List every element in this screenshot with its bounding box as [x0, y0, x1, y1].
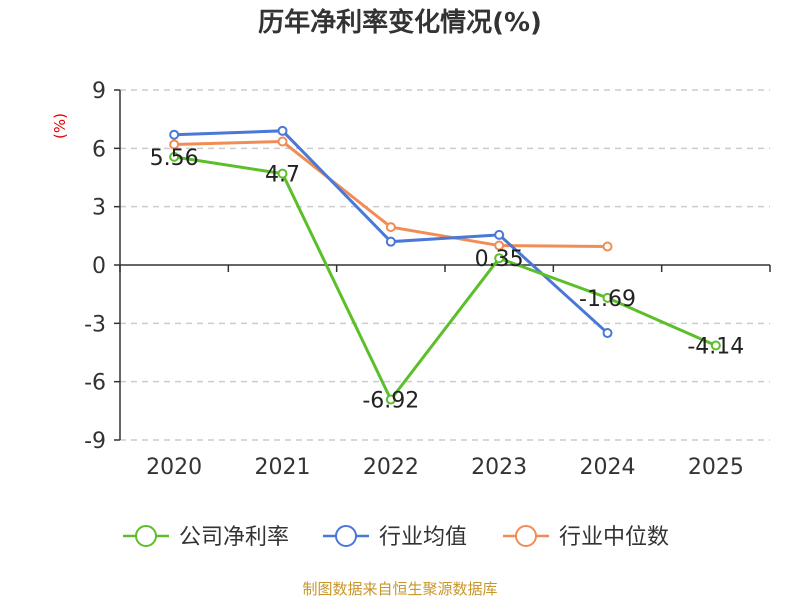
legend-item[interactable]: 行业均值: [323, 525, 467, 550]
data-point[interactable]: [602, 241, 613, 252]
legend[interactable]: 公司净利率 行业均值 行业中位数: [123, 525, 669, 550]
x-tick-label: 2025: [688, 455, 744, 480]
data-point[interactable]: [494, 253, 505, 264]
y-tick-label: -9: [84, 429, 106, 454]
data-point[interactable]: [277, 168, 288, 179]
data-point[interactable]: [385, 222, 396, 233]
data-point[interactable]: [494, 229, 505, 240]
data-point[interactable]: [494, 240, 505, 251]
source-note: 制图数据来自恒生聚源数据库: [302, 580, 498, 598]
legend-marker: [135, 525, 157, 547]
data-label: 5.56: [150, 146, 199, 171]
data-point[interactable]: [385, 236, 396, 247]
y-tick-label: 0: [92, 254, 106, 279]
legend-marker: [335, 525, 357, 547]
data-label: -6.92: [362, 389, 419, 414]
y-tick-label: -6: [84, 371, 106, 396]
legend-marker: [515, 525, 537, 547]
data-label: 4.7: [265, 163, 300, 188]
data-point[interactable]: [602, 292, 613, 303]
legend-item[interactable]: 公司净利率: [123, 525, 289, 550]
x-tick-label: 2023: [471, 455, 527, 480]
data-point[interactable]: [277, 125, 288, 136]
series-line: [173, 155, 717, 403]
legend-label: 行业均值: [379, 525, 467, 550]
x-tick-label: 2024: [580, 455, 636, 480]
series-lines: [169, 125, 721, 405]
data-point[interactable]: [169, 129, 180, 140]
data-label: -4.14: [687, 335, 744, 360]
legend-item[interactable]: 行业中位数: [503, 525, 669, 550]
y-axis-unit-label: (%): [51, 113, 69, 139]
x-tick-label: 2021: [255, 455, 311, 480]
data-label: 0.35: [475, 247, 524, 272]
x-tick-labels: 2020 2021 2022 2023 2024 2025: [119, 265, 771, 480]
data-label: -1.69: [579, 287, 636, 312]
legend-label: 公司净利率: [179, 525, 289, 550]
data-point[interactable]: [169, 151, 180, 162]
data-point[interactable]: [602, 328, 613, 339]
y-tick-label: 3: [92, 196, 106, 221]
chart-title: 历年净利率变化情况(%): [258, 8, 542, 38]
data-labels: 5.56 4.7 -6.92 0.35 -1.69 -4.14: [150, 146, 745, 414]
x-tick-label: 2020: [146, 455, 202, 480]
data-point[interactable]: [710, 340, 721, 351]
grid-lines: [114, 89, 770, 441]
data-point[interactable]: [277, 136, 288, 147]
legend-label: 行业中位数: [559, 525, 669, 550]
data-point[interactable]: [169, 139, 180, 150]
y-tick-labels: 9 6 3 0 -3 -6 -9: [84, 79, 106, 454]
x-tick-label: 2022: [363, 455, 419, 480]
y-tick-label: 6: [92, 137, 106, 162]
y-tick-label: -3: [84, 312, 106, 337]
data-point[interactable]: [385, 394, 396, 405]
y-tick-label: 9: [92, 79, 106, 104]
